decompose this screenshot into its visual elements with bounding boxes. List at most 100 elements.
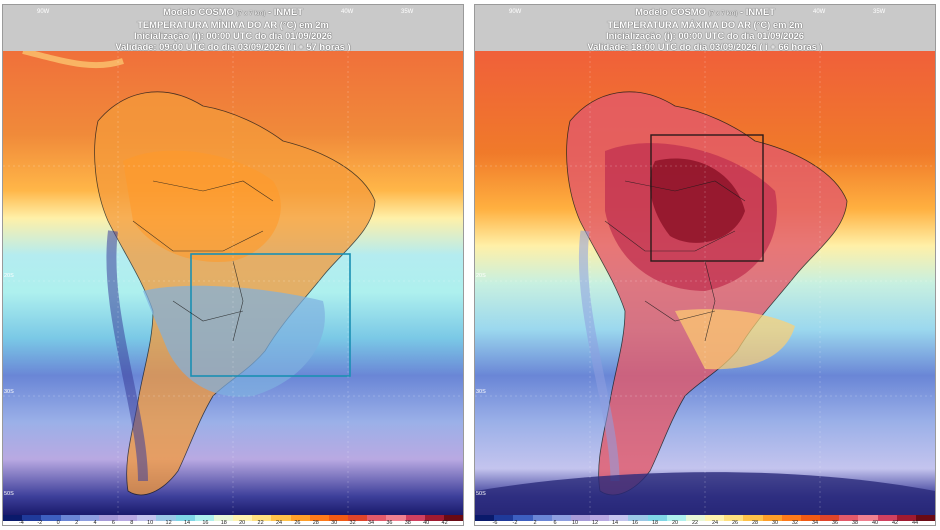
colorbar-swatch: [705, 515, 725, 521]
highlight-box: [650, 134, 764, 262]
colorbar-swatch: [41, 515, 61, 521]
colorbar-label: 44: [911, 520, 919, 526]
colorbar-swatch: [271, 515, 291, 521]
valid-time: Validade: 18:00 UTC do dia 03/09/2026 ( …: [587, 41, 823, 52]
colorbar-swatch: [213, 515, 234, 521]
colorbar-swatch: [915, 515, 935, 521]
colorbar-swatch: [22, 515, 42, 521]
colorbar-label: 2: [75, 520, 79, 526]
colorbar-swatch: [79, 515, 99, 521]
lon-label: 90W: [509, 9, 522, 15]
highlight-box: [190, 253, 351, 377]
colorbar-label: 42: [441, 520, 448, 526]
colorbar-swatch: [800, 515, 821, 521]
colorbar-label: 22: [257, 520, 264, 526]
variable-title: TEMPERATURA MÁXIMA DO AR (°C) em 2m: [607, 19, 803, 30]
colorbar-swatch: [367, 515, 387, 521]
colorbar-label: 0: [56, 520, 60, 526]
lon-label: 40W: [341, 9, 354, 15]
colorbar-label: 38: [404, 520, 411, 526]
model-title: Modelo COSMO (7 x 7 km) - INMET: [635, 6, 775, 17]
panel-header: 90W 40W 35W Modelo COSMO (7 x 7 km) - IN…: [3, 5, 463, 52]
colorbar-label: 32: [349, 520, 356, 526]
colorbar-label: 36: [386, 520, 393, 526]
colorbar-swatch: [137, 515, 157, 521]
colorbar-swatch: [194, 515, 214, 521]
colorbar-swatch: [475, 515, 495, 521]
colorbar-label: 38: [851, 520, 859, 526]
colorbar-label: 22: [691, 520, 699, 526]
colorbar-label: 40: [423, 520, 430, 526]
colorbar-swatch: [532, 515, 552, 521]
colorbar-swatch: [156, 515, 176, 521]
colorbar-label: 20: [671, 520, 679, 526]
colorbar-swatch: [513, 515, 533, 521]
colorbar-label: 6: [553, 520, 557, 526]
colorbar-swatch: [386, 515, 406, 521]
panel-header: 90W 40W 35W Modelo COSMO (7 x 7 km) - IN…: [475, 5, 935, 52]
colorbar-swatch: [743, 515, 763, 521]
lat-label: 20S: [4, 273, 14, 279]
colorbar-swatch: [290, 515, 310, 521]
colorbar-label: 14: [611, 520, 619, 526]
colorbar-swatch: [762, 515, 782, 521]
colorbar-swatch: [666, 515, 686, 521]
colorbar-swatch: [570, 515, 591, 521]
colorbar-label: 12: [165, 520, 172, 526]
min-temp-field: [3, 51, 463, 515]
colorbar-label: 14: [183, 520, 191, 526]
colorbar-swatch: [405, 515, 425, 521]
colorbar: -4 -2 0 2 4 6 8 10 12 14 16 18 20 22 24 26 28 30 32 34 36 38 4…: [3, 515, 463, 526]
colorbar-label: 8: [130, 520, 134, 526]
lat-label: 20S: [476, 273, 486, 279]
colorbar-swatch: [896, 515, 916, 521]
colorbar-label: 30: [771, 520, 779, 526]
colorbar-swatch: [820, 515, 840, 521]
lon-label: 35W: [873, 9, 886, 15]
colorbar-swatch: [252, 515, 272, 521]
colorbar-swatch: [98, 515, 119, 521]
lat-label: 50S: [476, 491, 486, 497]
colorbar-label: 36: [831, 520, 839, 526]
lon-label: 40W: [813, 9, 826, 15]
colorbar-label: 24: [275, 520, 283, 526]
max-temp-field: [475, 51, 935, 515]
colorbar-swatch: [590, 515, 610, 521]
max-temp-panel: 90W 40W 35W Modelo COSMO (7 x 7 km) - IN…: [474, 4, 936, 526]
colorbar-swatch: [175, 515, 195, 521]
colorbar-label: 4: [93, 520, 97, 526]
colorbar-label: 16: [202, 520, 209, 526]
colorbar-label: 26: [294, 520, 301, 526]
colorbar-label: 40: [871, 520, 879, 526]
variable-title: TEMPERATURA MÍNIMA DO AR (°C) em 2m: [137, 19, 329, 30]
colorbar-swatch: [3, 515, 23, 521]
lon-label: 35W: [401, 9, 414, 15]
lat-label: 30S: [4, 389, 14, 395]
colorbar-label: 42: [891, 520, 899, 526]
colorbar-label: 24: [711, 520, 719, 526]
colorbar-swatch: [781, 515, 801, 521]
colorbar-label: -4: [18, 520, 24, 526]
lon-label: 90W: [37, 9, 50, 15]
colorbar-label: 10: [571, 520, 579, 526]
colorbar-label: 26: [731, 520, 739, 526]
colorbar-label: 28: [751, 520, 759, 526]
colorbar-swatch: [685, 515, 706, 521]
colorbar-label: -2: [512, 520, 518, 526]
model-title: Modelo COSMO (7 x 7 km) - INMET: [163, 6, 303, 17]
colorbar-label: 20: [239, 520, 246, 526]
colorbar-swatch: [494, 515, 514, 521]
colorbar-swatch: [233, 515, 253, 521]
lat-label: 50S: [4, 491, 14, 497]
colorbar-label: -2: [37, 520, 43, 526]
colorbar-swatch: [309, 515, 329, 521]
colorbar-label: 6: [111, 520, 115, 526]
colorbar-label: 16: [631, 520, 639, 526]
colorbar-label: 12: [591, 520, 599, 526]
max-temp-map: 20S 30S 50S: [475, 51, 935, 515]
colorbar-label: 28: [312, 520, 319, 526]
lat-label: 30S: [476, 389, 486, 395]
colorbar-swatch: [118, 515, 138, 521]
colorbar-label: 18: [651, 520, 659, 526]
colorbar-swatch: [839, 515, 859, 521]
